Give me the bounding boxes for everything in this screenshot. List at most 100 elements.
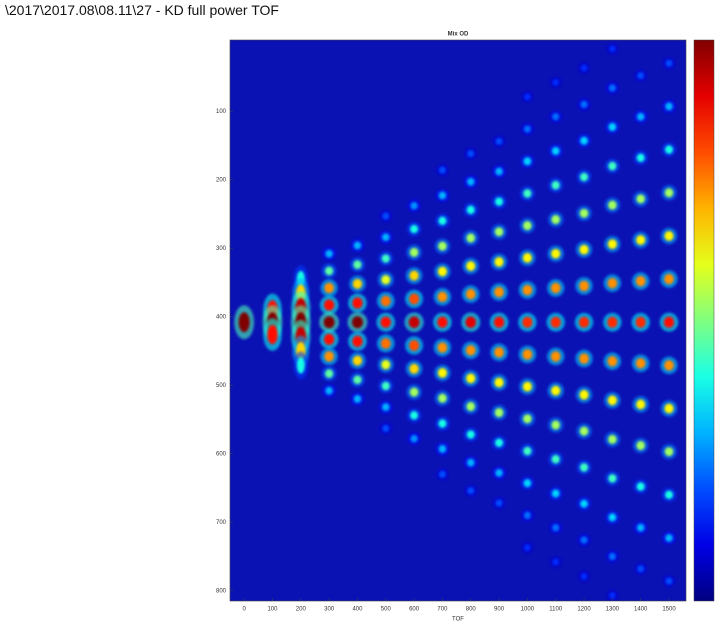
spot — [636, 482, 645, 491]
spot — [380, 316, 391, 328]
chart-title: Mix OD — [448, 32, 469, 38]
spot — [550, 351, 561, 362]
spot — [608, 161, 617, 171]
x-tick-label: 1200 — [577, 607, 591, 613]
colorbar — [693, 39, 715, 602]
spot — [466, 458, 475, 467]
spot — [608, 434, 617, 444]
spot — [466, 233, 476, 243]
spot — [579, 280, 589, 292]
spot — [437, 316, 448, 328]
spot — [408, 316, 420, 329]
spot — [324, 266, 334, 276]
spot — [494, 257, 504, 267]
spot — [323, 316, 335, 329]
spots — [234, 42, 679, 601]
spot — [438, 216, 447, 226]
spot — [382, 424, 390, 432]
spot — [381, 254, 390, 263]
spot — [665, 490, 674, 500]
spot — [381, 381, 390, 391]
x-tick-label: 1500 — [662, 607, 676, 613]
spot — [382, 212, 390, 220]
spot — [352, 278, 363, 289]
spot — [467, 150, 475, 158]
spot — [578, 316, 590, 328]
spot — [552, 558, 560, 566]
spot — [664, 273, 674, 285]
spot — [523, 189, 532, 198]
spot — [494, 286, 504, 298]
spot — [324, 369, 334, 378]
spot — [523, 544, 531, 552]
spot — [238, 312, 250, 333]
spot — [608, 474, 617, 483]
spot — [437, 342, 448, 353]
spot — [636, 112, 645, 121]
spot — [467, 487, 475, 495]
spot — [495, 137, 503, 145]
spot — [438, 191, 447, 200]
spot — [664, 231, 674, 241]
spot — [381, 359, 391, 370]
x-tick-label: 1400 — [634, 607, 648, 613]
spot — [325, 386, 333, 395]
spot — [579, 389, 589, 400]
spot — [495, 499, 503, 507]
spot — [495, 197, 504, 206]
spot — [495, 469, 503, 477]
spot — [494, 227, 504, 237]
spot — [551, 180, 560, 190]
spot — [438, 393, 447, 403]
spot — [410, 411, 419, 420]
spot — [465, 316, 476, 328]
spot — [608, 84, 616, 92]
spot — [608, 592, 616, 600]
spot — [608, 122, 617, 131]
spot — [551, 454, 560, 464]
spot — [494, 377, 504, 388]
spot — [636, 235, 646, 245]
spot — [551, 489, 560, 498]
spot — [664, 188, 674, 198]
spot — [607, 316, 618, 328]
spot — [495, 438, 504, 447]
spot — [637, 565, 645, 573]
spot — [380, 295, 391, 307]
spot — [663, 316, 675, 328]
spot — [352, 355, 363, 366]
spot — [635, 358, 646, 369]
x-tick-label: 300 — [324, 607, 335, 613]
spot — [523, 479, 532, 488]
spot — [324, 282, 334, 294]
spot — [636, 523, 645, 532]
x-tick-label: 800 — [466, 607, 477, 613]
y-tick-label: 600 — [216, 451, 227, 457]
spot — [523, 511, 531, 520]
x-tick-label: 1000 — [521, 607, 535, 613]
plot-frame — [229, 39, 687, 602]
y-tick-label: 200 — [216, 177, 227, 183]
spot — [550, 282, 561, 294]
spot — [636, 194, 646, 204]
spot — [522, 381, 532, 392]
spot — [409, 293, 420, 305]
spot — [665, 145, 674, 154]
spot — [466, 430, 475, 439]
x-tick-label: 1100 — [549, 607, 563, 613]
x-tick-label: 600 — [409, 607, 420, 613]
y-tick-label: 800 — [216, 588, 227, 594]
spot — [551, 248, 561, 259]
spot — [523, 446, 532, 456]
x-tick-label: 200 — [296, 607, 307, 613]
spot — [607, 356, 618, 367]
spot — [438, 241, 447, 251]
spot — [665, 577, 673, 585]
spot — [580, 499, 588, 508]
spot — [579, 353, 589, 364]
spot — [438, 445, 447, 453]
spot — [382, 403, 390, 412]
x-tick-label: 500 — [381, 607, 392, 613]
